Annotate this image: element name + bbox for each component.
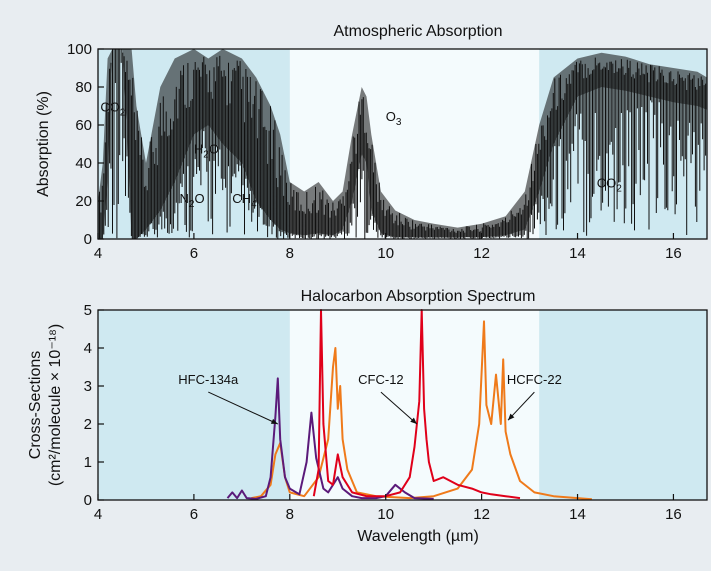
bottom-y-axis-label-line1: Cross-Sections [27,351,44,459]
bottom-y-tick-label: 4 [84,340,92,357]
bottom-chart-title: Halocarbon Absorption Spectrum [301,288,536,305]
bottom-x-tick-label: 10 [377,506,394,523]
top-x-tick-label: 10 [377,245,394,262]
gas-label: N2O [180,191,205,210]
top-x-tick-label: 12 [473,245,490,262]
top-plot-frame [97,48,708,240]
bottom-x-tick-label: 6 [190,506,198,523]
bottom-plot-frame [97,309,708,501]
series-label: CFC-12 [358,372,404,387]
top-chart-title: Atmospheric Absorption [334,23,503,40]
top-y-tick-label: 20 [75,193,92,210]
top-y-tick-label: 0 [84,231,92,248]
bottom-x-tick-label: 16 [665,506,682,523]
bottom-x-tick-label: 4 [94,506,102,523]
bottom-x-tick-label: 8 [286,506,294,523]
series-line-cfc-12 [312,309,521,500]
top-x-tick-label: 6 [190,245,198,262]
bottom-y-axis-label-line2: (cm²/molecule × 10⁻¹⁸) [47,324,64,486]
bottom-x-tick-label: 14 [569,506,586,523]
gas-label: CH4 [232,191,257,210]
top-y-tick-label: 100 [67,41,92,58]
gas-label: O3 [386,109,402,128]
series-line-hfc-134a [226,377,434,500]
atmospheric-absorption-chart: Atmospheric Absorption 4 6 8 10 12 14 16 0 20 40 6… [35,23,708,262]
bottom-x-tick-label: 12 [473,506,490,523]
top-x-tick-label: 16 [665,245,682,262]
series-label: HFC-134a [178,372,239,387]
top-y-tick-label: 40 [75,155,92,172]
label-arrowhead [270,418,278,424]
bottom-y-tick-label: 0 [84,492,92,509]
x-axis-label: Wavelength (µm) [357,528,479,545]
gas-label: CO2 [597,176,623,195]
gas-label: H2O [194,142,219,161]
label-arrowhead [507,413,515,421]
top-x-tick-label: 4 [94,245,102,262]
top-x-tick-label: 8 [286,245,294,262]
label-arrowhead [410,417,417,424]
bottom-y-tick-label: 3 [84,378,92,395]
top-y-axis-label: Absorption (%) [35,91,52,197]
halocarbon-spectrum-chart: Halocarbon Absorption Spectrum 4 6 8 10 12 14… [27,288,708,545]
bottom-y-tick-label: 2 [84,416,92,433]
series-line-hcfc-22 [251,320,592,501]
bottom-y-tick-label: 5 [84,302,92,319]
label-arrow [380,391,418,425]
bottom-y-tick-label: 1 [84,454,92,471]
gas-label: CO2 [100,100,126,119]
top-y-tick-label: 60 [75,117,92,134]
top-x-tick-label: 14 [569,245,586,262]
top-y-tick-label: 80 [75,79,92,96]
series-label: HCFC-22 [507,372,562,387]
label-arrow [208,391,279,425]
